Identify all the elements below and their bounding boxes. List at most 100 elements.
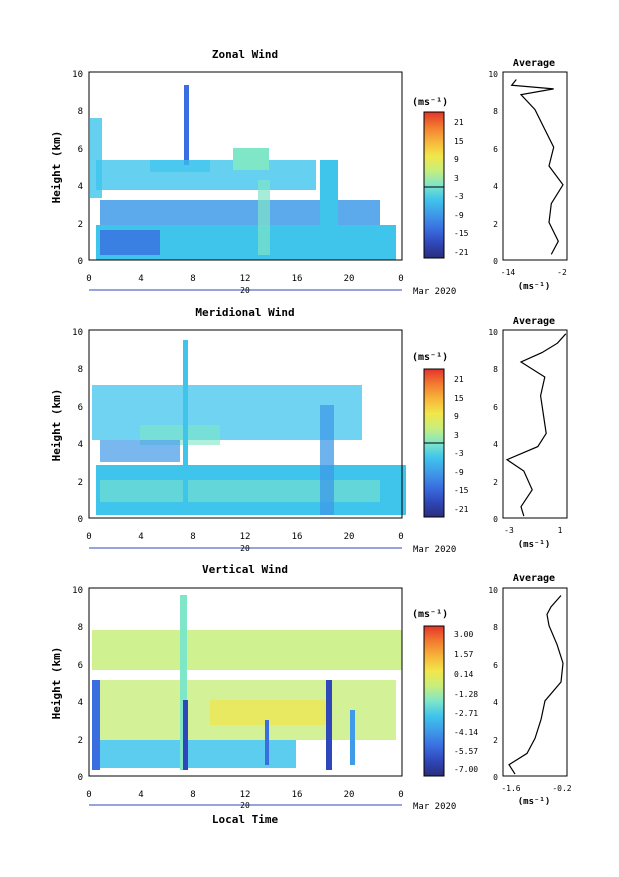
panel-vertical: Vertical Wind Height (km) 0 2 4 6 8 10 0… <box>50 563 572 826</box>
avg-x-ticks: -3 1 <box>504 526 562 535</box>
avg-x-ticks: -1.6 -0.2 <box>501 784 571 793</box>
svg-text:4: 4 <box>78 440 83 450</box>
svg-text:10: 10 <box>72 328 83 338</box>
svg-text:0: 0 <box>493 515 498 524</box>
svg-text:16: 16 <box>292 532 303 542</box>
svg-text:20: 20 <box>344 532 355 542</box>
svg-text:9: 9 <box>454 155 459 164</box>
svg-text:2: 2 <box>493 478 498 487</box>
y-axis-label: Height (km) <box>50 131 63 204</box>
colorbar-ticks: 3.00 1.57 0.14 -1.28 -2.71 -4.14 -5.57 -… <box>454 630 478 774</box>
svg-text:-3: -3 <box>454 449 464 458</box>
svg-text:8: 8 <box>493 365 498 374</box>
svg-text:-3: -3 <box>454 192 464 201</box>
svg-text:0: 0 <box>86 532 91 542</box>
avg-title: Average <box>513 573 555 584</box>
date-label: Mar 2020 <box>413 545 456 555</box>
day-label: 20 <box>240 286 250 295</box>
svg-text:0: 0 <box>493 257 498 266</box>
day-label: 20 <box>240 801 250 810</box>
svg-text:12: 12 <box>240 532 251 542</box>
panel-title: Zonal Wind <box>212 48 278 61</box>
svg-text:21: 21 <box>454 118 464 127</box>
svg-text:-15: -15 <box>454 486 469 495</box>
avg-profile-line <box>508 595 564 775</box>
svg-text:-7.00: -7.00 <box>454 765 478 774</box>
y-tick-label: 0 <box>78 257 83 267</box>
heatmap-zonal <box>90 85 396 260</box>
y-tick-label: 4 <box>78 182 83 192</box>
colorbar <box>423 625 445 777</box>
svg-text:-2.71: -2.71 <box>454 709 478 718</box>
svg-text:-3: -3 <box>504 526 514 535</box>
svg-text:12: 12 <box>240 790 251 800</box>
avg-x-label: (ms⁻¹) <box>518 282 551 292</box>
svg-text:15: 15 <box>454 137 464 146</box>
svg-text:-1.28: -1.28 <box>454 690 478 699</box>
colorbar-unit: (ms⁻¹) <box>412 97 448 108</box>
avg-y-ticks: 0 2 4 6 8 10 <box>488 70 498 266</box>
svg-text:16: 16 <box>292 790 303 800</box>
avg-frame <box>502 587 568 777</box>
svg-text:0: 0 <box>86 790 91 800</box>
avg-title: Average <box>513 58 555 69</box>
svg-text:2: 2 <box>493 220 498 229</box>
svg-text:-5.57: -5.57 <box>454 747 478 756</box>
avg-y-ticks: 0 2 4 6 8 10 <box>488 328 498 524</box>
svg-text:6: 6 <box>78 403 83 413</box>
svg-text:-21: -21 <box>454 248 469 257</box>
y-tick-label: 2 <box>78 220 83 230</box>
svg-text:6: 6 <box>493 661 498 670</box>
svg-text:-21: -21 <box>454 505 469 514</box>
svg-text:-15: -15 <box>454 229 469 238</box>
x-tick-label: 8 <box>190 274 195 284</box>
svg-text:8: 8 <box>78 365 83 375</box>
y-tick-labels: 0 2 4 6 8 10 <box>72 70 83 267</box>
svg-text:8: 8 <box>190 790 195 800</box>
y-tick-labels: 0 2 4 6 8 10 <box>72 328 83 525</box>
x-tick-label: 0 <box>398 274 403 284</box>
svg-text:10: 10 <box>72 586 83 596</box>
svg-text:0: 0 <box>398 790 403 800</box>
svg-text:8: 8 <box>190 532 195 542</box>
plot-frame <box>88 71 403 261</box>
x-tick-label: 0 <box>86 274 91 284</box>
plot-frame <box>88 587 403 777</box>
svg-text:0: 0 <box>78 773 83 783</box>
y-axis-label: Height (km) <box>50 389 63 462</box>
colorbar-unit: (ms⁻¹) <box>412 609 448 620</box>
svg-text:-4.14: -4.14 <box>454 728 478 737</box>
panel-meridional: Meridional Wind Height (km) 0 2 4 6 8 10… <box>50 306 568 555</box>
svg-text:2: 2 <box>493 736 498 745</box>
colorbar-unit: (ms⁻¹) <box>412 352 448 363</box>
svg-text:-9: -9 <box>454 468 464 477</box>
svg-text:10: 10 <box>488 328 498 337</box>
x-tick-label: 20 <box>344 274 355 284</box>
svg-text:4: 4 <box>493 440 498 449</box>
y-tick-label: 6 <box>78 145 83 155</box>
svg-text:4: 4 <box>78 698 83 708</box>
colorbar <box>423 368 445 518</box>
svg-text:0: 0 <box>78 515 83 525</box>
svg-text:0: 0 <box>398 532 403 542</box>
svg-text:3: 3 <box>454 174 459 183</box>
svg-text:8: 8 <box>78 623 83 633</box>
svg-text:10: 10 <box>488 70 498 79</box>
y-axis-label: Height (km) <box>50 647 63 720</box>
svg-text:-0.2: -0.2 <box>552 784 571 793</box>
colorbar-ticks: 21 15 9 3 -3 -9 -15 -21 <box>454 375 469 514</box>
svg-text:-14: -14 <box>501 268 516 277</box>
svg-text:4: 4 <box>493 698 498 707</box>
x-tick-labels: 0 4 8 12 16 20 0 <box>86 790 403 800</box>
avg-frame <box>502 71 568 261</box>
avg-y-ticks: 0 2 4 6 8 10 <box>488 586 498 782</box>
avg-frame <box>502 329 568 519</box>
panel-title: Vertical Wind <box>202 563 288 576</box>
x-axis-label: Local Time <box>212 813 279 826</box>
avg-profile-line <box>510 79 564 255</box>
svg-text:-2: -2 <box>557 268 567 277</box>
svg-text:8: 8 <box>493 623 498 632</box>
svg-text:6: 6 <box>493 145 498 154</box>
svg-text:3: 3 <box>454 431 459 440</box>
svg-text:20: 20 <box>344 790 355 800</box>
